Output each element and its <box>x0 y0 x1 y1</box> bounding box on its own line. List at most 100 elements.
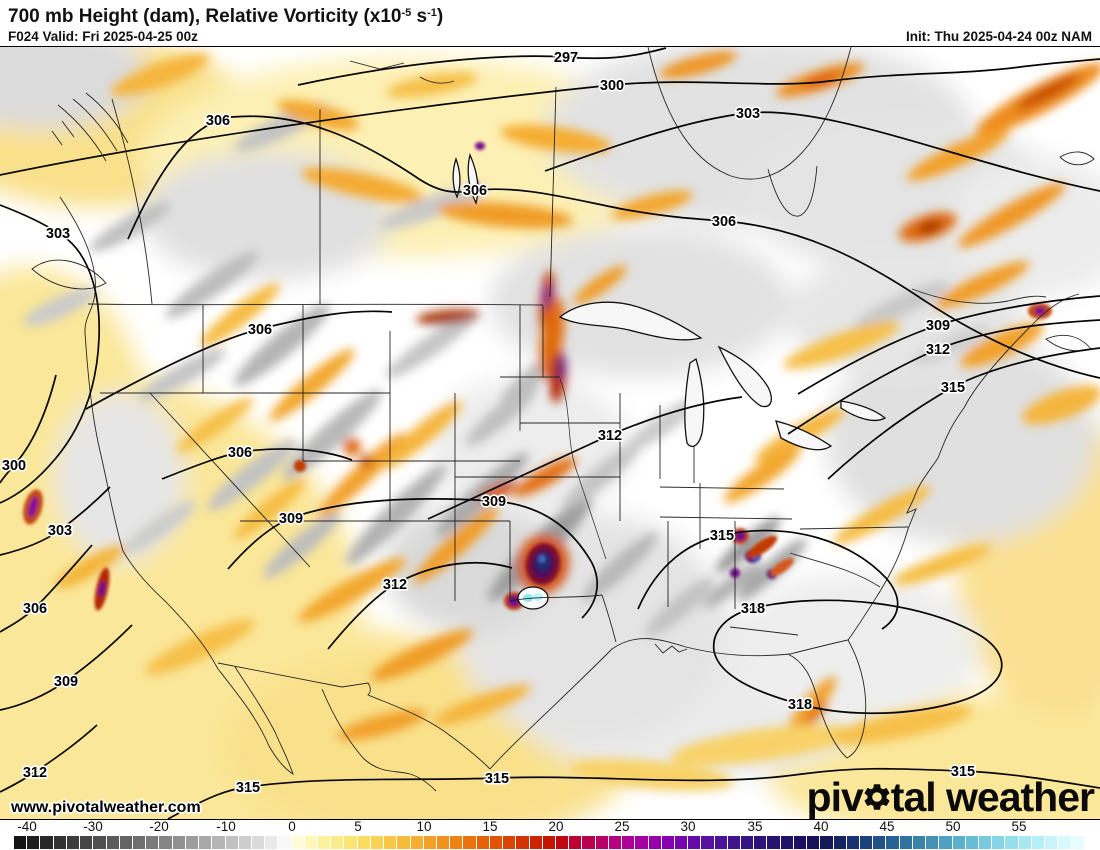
colorbar-segment <box>318 836 332 849</box>
colorbar-segment <box>476 836 490 849</box>
vorticity-colorbar: -40 -30 -20 -10 0 5 10 15 20 25 30 35 40 45 50 55 <box>0 819 1100 850</box>
contour-label: 312 <box>383 577 407 593</box>
colorbar-segment <box>886 836 900 849</box>
contour-label: 309 <box>279 511 303 527</box>
colorbar-segment <box>463 836 477 849</box>
colorbar-segment <box>291 836 305 849</box>
contour-label: 306 <box>463 183 487 199</box>
colorbar-segment <box>238 836 252 849</box>
website-watermark: www.pivotalweather.com <box>11 799 201 816</box>
colorbar-segment <box>410 836 424 849</box>
colorbar-segment <box>450 836 464 849</box>
colorbar-segment <box>701 836 715 849</box>
colorbar-segment <box>965 836 979 849</box>
colorbar-tick: 15 <box>482 819 498 834</box>
colorbar-segment <box>952 836 966 849</box>
colorbar-segment <box>344 836 358 849</box>
colorbar-segment <box>582 836 596 849</box>
colorbar-segment <box>569 836 583 849</box>
colorbar-segment <box>635 836 649 849</box>
colorbar-segment <box>595 836 609 849</box>
colorbar-segment <box>741 836 755 849</box>
colorbar-segment <box>1031 836 1046 849</box>
colorbar-tick: 10 <box>416 819 432 834</box>
colorbar-segment <box>939 836 953 849</box>
colorbar-segment <box>80 836 94 849</box>
colorbar-tick: -30 <box>83 819 103 834</box>
gear-icon <box>861 779 893 819</box>
colorbar-segment <box>648 836 662 849</box>
contour-label: 306 <box>23 601 47 617</box>
contour-label: 315 <box>951 764 975 780</box>
colorbar-segment <box>132 836 147 849</box>
colorbar-tick: -20 <box>149 819 169 834</box>
chart-header: 700 mb Height (dam), Relative Vorticity … <box>0 0 1100 46</box>
colorbar-segment <box>93 836 107 849</box>
colorbar-segment <box>397 836 411 849</box>
contour-label: 300 <box>2 458 26 474</box>
colorbar-segment <box>199 836 213 849</box>
colorbar-tick: 25 <box>614 819 630 834</box>
height-contours <box>0 47 1100 819</box>
contour-label: 303 <box>48 523 72 539</box>
colorbar-segment <box>185 836 200 849</box>
valid-time-label: F024 Valid: Fri 2025-04-25 00z <box>8 29 198 44</box>
contour-label: 318 <box>741 601 765 617</box>
colorbar-segment <box>860 836 874 849</box>
colorbar-segment <box>1005 836 1019 849</box>
colorbar-segment <box>714 836 728 849</box>
colorbar-segment <box>555 836 570 849</box>
colorbar-tick: -10 <box>216 819 236 834</box>
contour-label: 315 <box>941 380 965 396</box>
brand-watermark: piv tal weather <box>806 774 1095 820</box>
colorbar-segment <box>899 836 913 849</box>
contour-label: 312 <box>23 765 47 781</box>
colorbar-tick: 30 <box>680 819 696 834</box>
colorbar-segment <box>754 836 768 849</box>
colorbar-segment <box>27 836 41 849</box>
colorbar-segment <box>278 836 292 849</box>
colorbar-tick: 5 <box>354 819 362 834</box>
colorbar-segment <box>159 836 173 849</box>
colorbar-segment <box>807 836 821 849</box>
colorbar-segment <box>873 836 887 849</box>
colorbar-segment <box>820 836 834 849</box>
brand-text-left: piv <box>806 774 864 820</box>
contour-label: 306 <box>712 214 736 230</box>
cyan-vortex-ring <box>517 586 549 610</box>
page-title: 700 mb Height (dam), Relative Vorticity … <box>8 6 444 27</box>
colorbar-segment <box>212 836 226 849</box>
colorbar-segment <box>66 836 81 849</box>
colorbar-segment <box>423 836 437 849</box>
colorbar-segment <box>1045 836 1059 849</box>
contour-labels: 297 300 303 306 306 306 303 306 309 312 315 312 306 3… <box>0 48 976 797</box>
colorbar-segment <box>912 836 927 849</box>
contour-label: 312 <box>598 428 622 444</box>
colorbar-segment <box>357 836 371 849</box>
colorbar-segment <box>1058 836 1072 849</box>
colorbar-segment <box>992 836 1006 849</box>
colorbar-segment <box>331 836 345 849</box>
colorbar-segment <box>40 836 54 849</box>
colorbar-tick: 0 <box>288 819 296 834</box>
init-time-label: Init: Thu 2025-04-24 00z NAM <box>905 29 1092 44</box>
colorbar-segment <box>674 836 689 849</box>
contour-label: 315 <box>236 780 260 796</box>
colorbar-segment <box>846 836 860 849</box>
colorbar-segment <box>14 836 28 849</box>
colorbar-segment <box>106 836 120 849</box>
colorbar-segment <box>304 836 319 849</box>
colorbar-segment <box>146 836 160 849</box>
contour-label: 303 <box>736 106 760 122</box>
colorbar-segment <box>503 836 517 849</box>
great-lakes <box>452 152 887 451</box>
colorbar-segment <box>1018 836 1032 849</box>
colorbar-segment <box>1071 836 1085 849</box>
contour-label: 300 <box>600 78 624 94</box>
colorbar-segment <box>489 836 504 849</box>
colorbar-tick: 20 <box>548 819 564 834</box>
colorbar-segment <box>384 836 398 849</box>
colorbar-segment <box>251 836 266 849</box>
colorbar-tick: 45 <box>879 819 895 834</box>
